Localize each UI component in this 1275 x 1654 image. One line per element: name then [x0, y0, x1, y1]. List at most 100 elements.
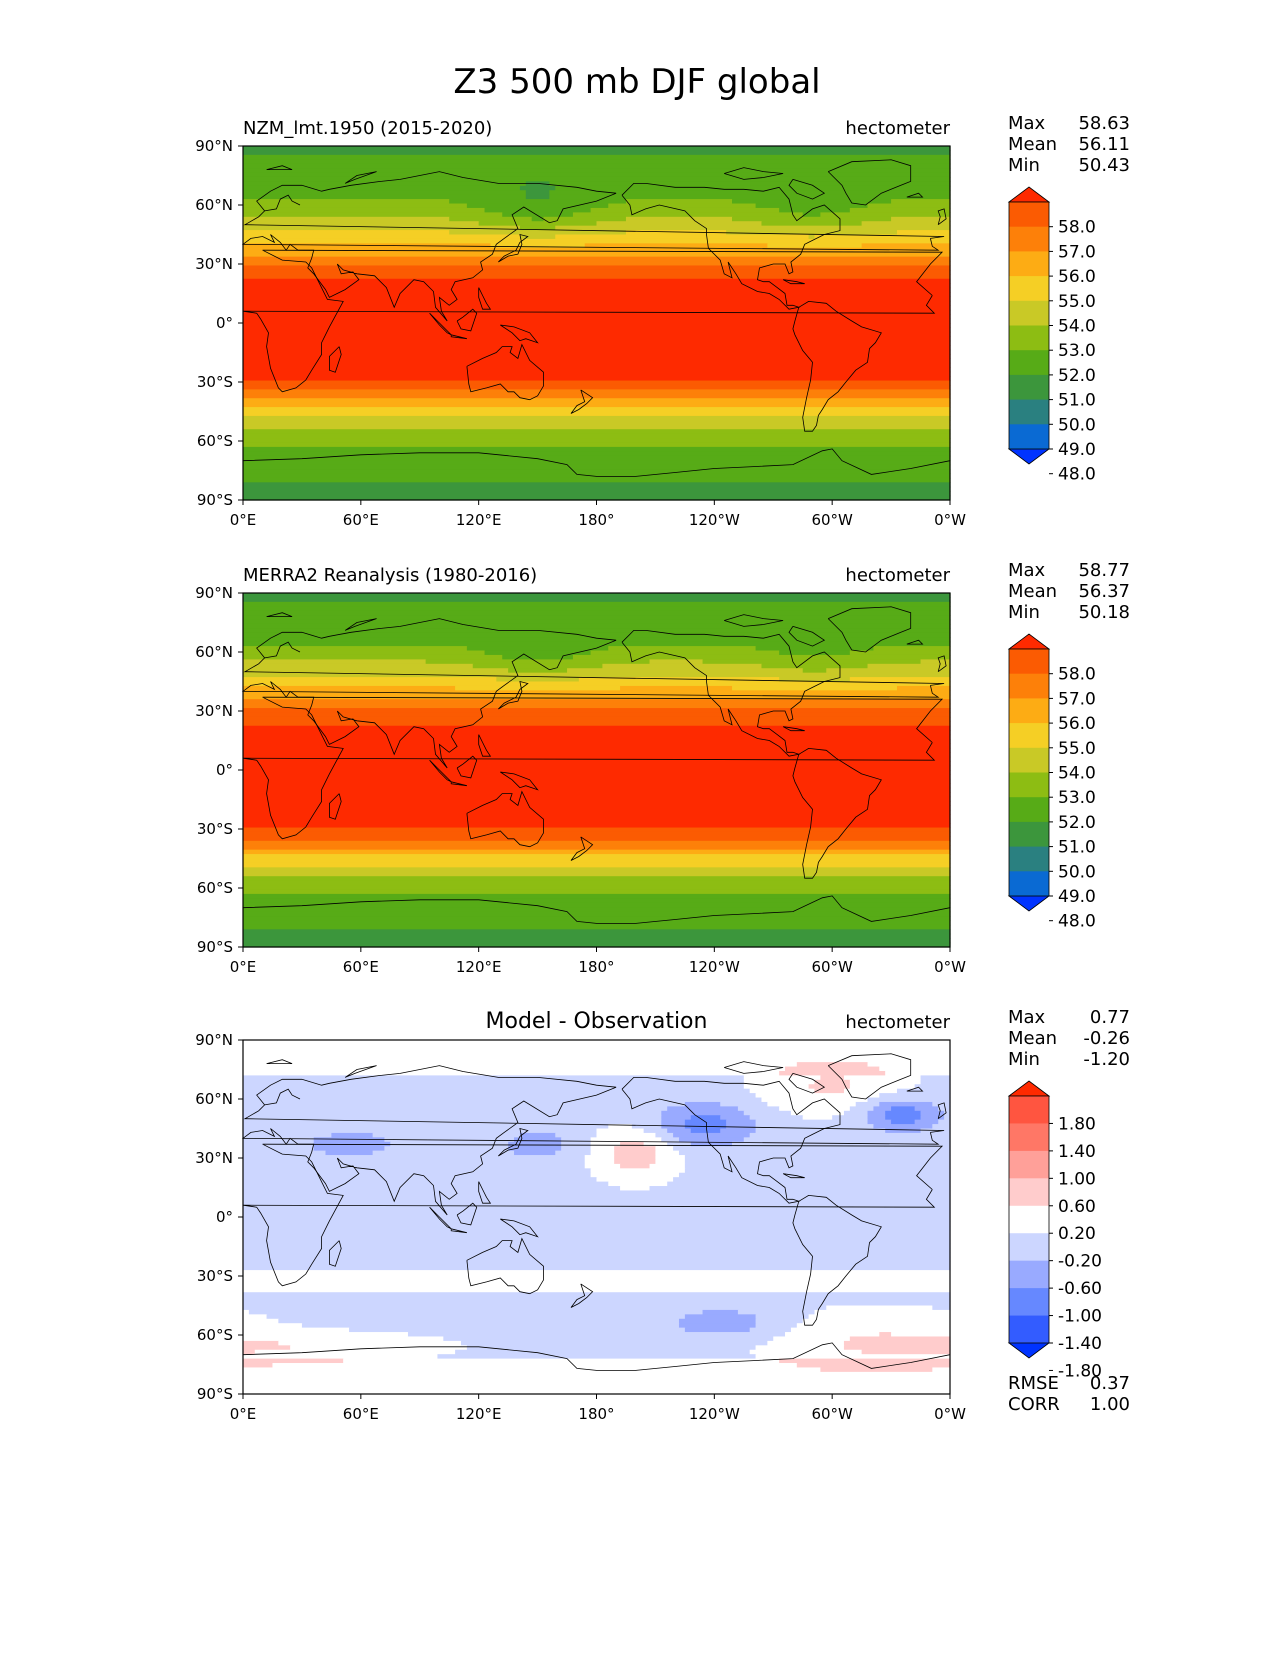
- map-cell: [525, 190, 550, 196]
- map-cell: [849, 1336, 951, 1342]
- x-tick-label: 0°E: [230, 511, 257, 529]
- map-cell: [649, 1163, 686, 1169]
- map-cell: [243, 146, 951, 152]
- colorbar-swatch: [1009, 276, 1049, 302]
- map-cell: [243, 677, 497, 683]
- map-cell: [243, 327, 951, 333]
- y-tick-label: 30°S: [197, 1267, 233, 1285]
- panel-units: hectometer: [845, 1012, 950, 1033]
- map-cell: [519, 185, 556, 191]
- map-cell: [243, 1230, 951, 1236]
- map-cell: [614, 1155, 657, 1161]
- stat-value: 50.43: [1078, 155, 1130, 176]
- map-cell: [243, 916, 951, 922]
- map-cell: [243, 407, 951, 413]
- map-cell: [248, 1309, 704, 1315]
- map-cell: [243, 637, 951, 643]
- map-cell: [243, 1124, 609, 1130]
- map-cell: [596, 1128, 645, 1134]
- x-tick-label: 180°: [578, 511, 614, 529]
- coast-madagascar: [328, 346, 342, 373]
- map-cell: [243, 721, 951, 727]
- map-cell: [531, 216, 545, 222]
- map-cell: [620, 1163, 651, 1169]
- map-cell: [243, 353, 951, 359]
- map-cell: [343, 1358, 780, 1364]
- map-cell: [243, 398, 951, 404]
- map-cell: [243, 1349, 256, 1355]
- map-cell: [755, 1124, 875, 1130]
- map-cell: [243, 150, 951, 156]
- map-cell: [243, 429, 951, 435]
- colorbar-label: -0.60: [1058, 1279, 1102, 1299]
- map-cell: [649, 1186, 951, 1192]
- map-cell: [761, 1097, 869, 1103]
- colorbar-swatch: [1009, 374, 1049, 400]
- map-cell: [843, 1110, 869, 1116]
- map-cell: [873, 646, 951, 652]
- map-cell: [555, 1150, 592, 1156]
- coast-novaya-zemlya: [344, 1065, 377, 1078]
- map-cell: [690, 1115, 721, 1121]
- map-cell: [726, 230, 898, 236]
- map-cell: [243, 654, 503, 660]
- map-cell: [590, 1137, 662, 1143]
- map-cell: [684, 1155, 951, 1161]
- map-cell: [549, 194, 951, 200]
- map-cell: [243, 668, 509, 674]
- map-cell: [243, 880, 951, 886]
- coast-eurasia: [241, 618, 945, 769]
- map-cell: [243, 924, 951, 930]
- map-cell: [243, 376, 951, 382]
- colorbar-swatch: [1009, 1315, 1049, 1344]
- map-cell: [243, 902, 951, 908]
- map-cell: [643, 1141, 668, 1147]
- map-cell: [891, 199, 951, 205]
- map-cell: [631, 1124, 662, 1130]
- map-cell: [243, 765, 951, 771]
- map-cell: [243, 1247, 951, 1253]
- map-cell: [243, 1270, 951, 1276]
- map-cell: [243, 1367, 821, 1373]
- map-cell: [814, 234, 951, 240]
- map-cell: [849, 1079, 922, 1085]
- colorbar-swatch: [1009, 747, 1049, 773]
- map-cell: [555, 185, 951, 191]
- colorbar-swatch: [1009, 202, 1049, 228]
- y-tick-label: 30°S: [197, 820, 233, 838]
- coast-south-america: [792, 1194, 882, 1326]
- map-cell: [555, 1132, 598, 1138]
- stat-label: Mean: [1008, 1028, 1057, 1049]
- colorbar-label: -1.40: [1058, 1334, 1102, 1354]
- map-cell: [243, 708, 951, 714]
- colorbar-label: 1.40: [1058, 1142, 1096, 1162]
- map-cell: [243, 199, 450, 205]
- map-cell: [755, 1318, 804, 1324]
- map-cell: [684, 1159, 951, 1165]
- map-cell: [802, 1318, 951, 1324]
- map-cell: [243, 367, 951, 373]
- map-cell: [608, 203, 757, 209]
- map-cell: [867, 1115, 886, 1121]
- x-tick-label: 0°W: [934, 958, 966, 976]
- coast-iceland: [906, 639, 924, 645]
- map-cell: [755, 1314, 810, 1320]
- map-cell: [243, 1371, 951, 1377]
- map-cell: [243, 225, 521, 231]
- map-cell: [684, 1314, 757, 1320]
- map-cell: [243, 827, 951, 833]
- map-cell: [243, 446, 951, 452]
- map-cell: [673, 1146, 951, 1152]
- map-cell: [896, 1088, 951, 1094]
- colorbar-label: 0.60: [1058, 1197, 1096, 1217]
- map-cell: [561, 1137, 592, 1143]
- map-cell: [755, 1354, 951, 1360]
- colorbar-label: 48.0: [1058, 465, 1096, 485]
- map-cell: [843, 1345, 951, 1351]
- map-cell: [466, 1345, 757, 1351]
- colorbar-swatch: [1009, 821, 1049, 847]
- map-cell: [449, 216, 533, 222]
- map-cell: [455, 1349, 751, 1355]
- colorbar-extend-max: [1007, 186, 1051, 203]
